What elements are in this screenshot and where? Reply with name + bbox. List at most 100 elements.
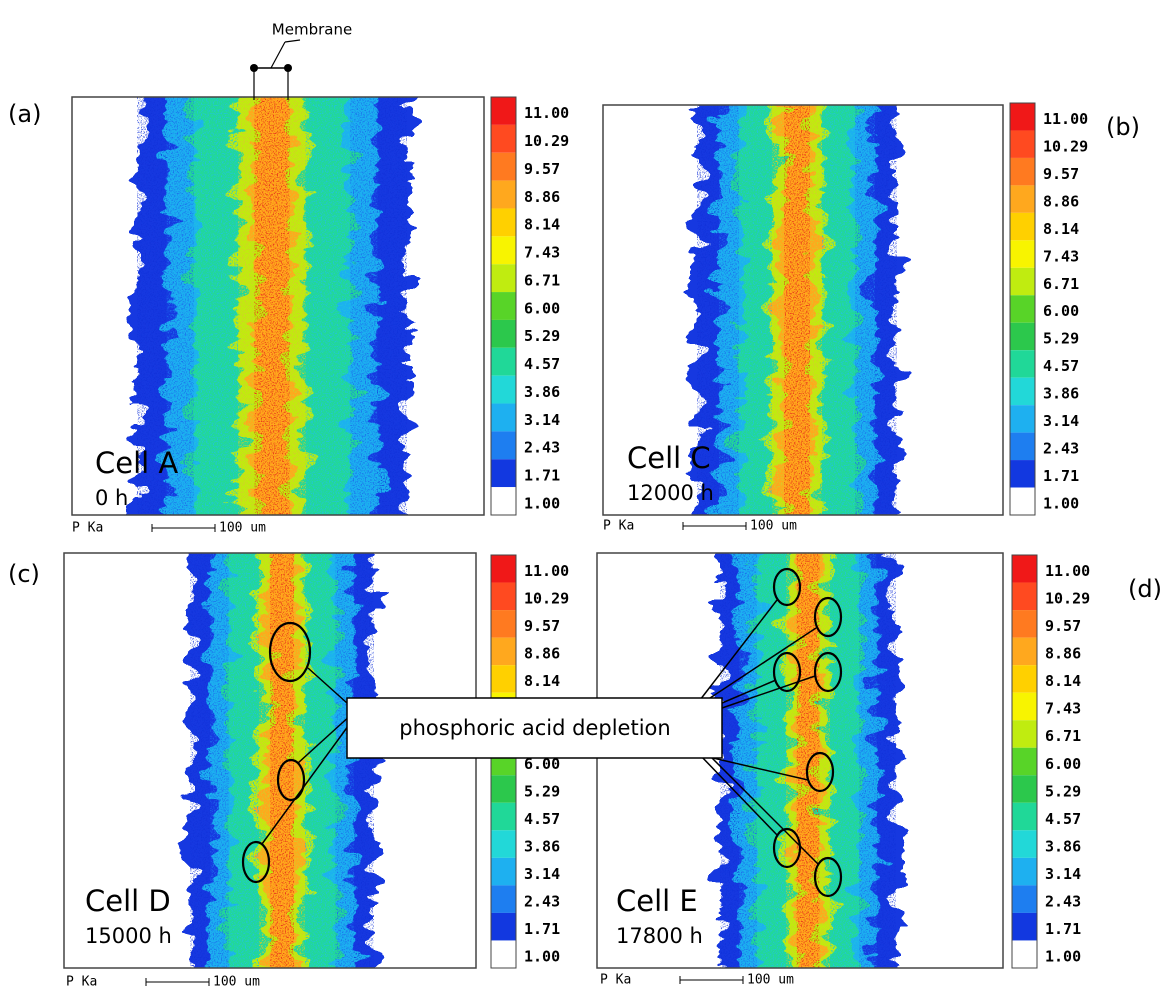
colorbar-frame <box>1011 554 1038 969</box>
ellipse <box>813 856 843 898</box>
colorbar-label: 3.14 <box>524 411 560 429</box>
map-frame <box>71 96 485 516</box>
colorbar-frame <box>1009 102 1036 516</box>
colorbar-cell <box>491 912 516 941</box>
colorbar-label: 2.43 <box>524 892 560 910</box>
grain <box>720 553 896 968</box>
colorbar-label: 8.86 <box>1043 192 1079 210</box>
colorbar-cell <box>1010 350 1035 378</box>
membrane-dot <box>284 64 292 72</box>
colorbar-cell <box>491 292 516 320</box>
leader-line <box>284 39 301 43</box>
colorbar-cell <box>491 403 516 432</box>
colorbar-frame <box>490 554 517 969</box>
colorbar-label: 7.43 <box>524 244 560 262</box>
colorbar-cell <box>1010 405 1035 433</box>
colorbar-label: 8.86 <box>1045 645 1081 663</box>
colorbar-cell <box>1010 240 1035 268</box>
colorbar-cell <box>491 180 516 209</box>
pointer <box>699 754 779 837</box>
pointer <box>297 713 353 764</box>
colorbar-label: 1.00 <box>524 947 560 965</box>
panel-label: (b) <box>1106 113 1140 141</box>
colorbar-cell <box>1012 610 1037 638</box>
colorbar-label: 2.43 <box>1043 440 1079 458</box>
colorbar-cell <box>491 152 516 181</box>
ellipse <box>268 621 312 683</box>
colorbar-cell <box>1010 103 1035 131</box>
colorbar-cell <box>1010 322 1035 351</box>
map <box>597 553 1003 968</box>
panel: 11.0010.299.578.868.147.436.716.005.294.… <box>596 552 1162 988</box>
colorbar-cell <box>491 830 516 858</box>
pointer <box>307 667 348 704</box>
colorbar-label: 6.00 <box>1043 302 1079 320</box>
ellipse <box>276 758 306 802</box>
scale-length: 100 um <box>747 973 794 988</box>
colorbar-label: 4.57 <box>1043 357 1079 375</box>
scale-length: 100 um <box>219 521 266 536</box>
scale-element: P Ka <box>603 519 634 534</box>
colorbar-label: 9.57 <box>524 617 560 635</box>
colorbar-cell <box>491 885 516 913</box>
cell-name: Cell D <box>85 884 171 918</box>
membrane-dot <box>250 64 258 72</box>
colorbar-cell <box>491 940 516 968</box>
cell-name: Cell A <box>95 446 178 480</box>
grain-band <box>254 97 290 515</box>
leader-line <box>270 41 286 69</box>
panel-label: (d) <box>1128 575 1162 603</box>
colorbar-cell <box>491 555 516 583</box>
colorbar-cell <box>491 459 516 488</box>
cell-name: Cell C <box>627 441 711 475</box>
colorbar-cell <box>1012 830 1037 858</box>
scale-length: 100 um <box>213 975 260 990</box>
colorbar-label: 3.14 <box>1043 412 1079 430</box>
ellipse <box>772 567 802 607</box>
colorbar-cell <box>1012 775 1037 803</box>
colorbar-cell <box>1010 185 1035 213</box>
colorbar-cell <box>1012 720 1037 748</box>
cell-time: 15000 h <box>85 924 172 948</box>
colorbar-label: 6.71 <box>1043 275 1079 293</box>
colorbar-cell <box>491 264 516 293</box>
colorbar-label: 3.14 <box>1045 865 1081 883</box>
colorbar-label: 1.00 <box>1043 495 1079 513</box>
pointer <box>699 599 778 701</box>
colorbar-cell <box>491 319 516 348</box>
colorbar-cell <box>1012 912 1037 941</box>
colorbar-label: 10.29 <box>524 590 569 608</box>
colorbar-cell <box>491 97 516 125</box>
colorbar-label: 5.29 <box>524 782 560 800</box>
colorbar-cell <box>1012 940 1037 968</box>
colorbar-label: 11.00 <box>1043 110 1088 128</box>
ellipse <box>813 596 843 638</box>
panel-label: (a) <box>8 100 41 128</box>
panel: 11.0010.299.578.868.147.436.716.005.294.… <box>8 552 569 990</box>
colorbar-cell <box>491 610 516 638</box>
map <box>72 97 484 515</box>
panel: 11.0010.299.578.868.147.436.716.005.294.… <box>602 102 1140 534</box>
colorbar-cell <box>1012 857 1037 886</box>
colorbar-label: 1.71 <box>1043 467 1079 485</box>
grain <box>137 97 407 515</box>
pointer <box>703 627 817 703</box>
colorbar-cell <box>1012 885 1037 913</box>
colorbar-cell <box>491 347 516 376</box>
grain <box>190 553 374 968</box>
depletion-markers <box>241 567 843 898</box>
panel: 11.0010.299.578.868.147.436.716.005.294.… <box>8 96 569 536</box>
colorbar-label: 6.71 <box>524 271 560 289</box>
colorbar-cell <box>491 637 516 666</box>
colorbar-label: 10.29 <box>1043 137 1088 155</box>
colorbar-cell <box>1010 267 1035 296</box>
map-frame <box>596 552 1004 969</box>
colorbar-label: 1.00 <box>524 494 560 512</box>
colorbar-label: 1.71 <box>1045 920 1081 938</box>
colorbar-label: 6.00 <box>524 755 560 773</box>
colorbar-cell <box>1010 377 1035 406</box>
colorbar-label: 10.29 <box>1045 590 1090 608</box>
scale-element: P Ka <box>72 521 103 536</box>
